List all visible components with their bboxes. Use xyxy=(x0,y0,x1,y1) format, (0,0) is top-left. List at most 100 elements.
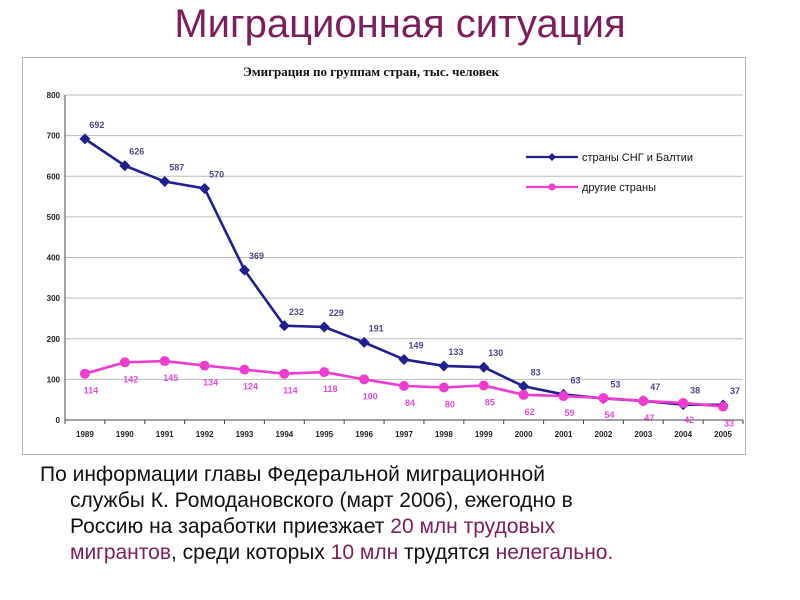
data-point xyxy=(359,374,370,385)
data-label: 33 xyxy=(724,419,734,429)
data-label: 54 xyxy=(604,410,614,420)
data-label: 134 xyxy=(203,378,218,388)
data-label: 47 xyxy=(650,382,660,392)
data-label: 133 xyxy=(448,347,463,357)
data-point xyxy=(718,401,729,412)
y-tick-label: 100 xyxy=(47,375,61,384)
data-label: 570 xyxy=(209,169,224,179)
data-point xyxy=(518,389,529,400)
data-point xyxy=(558,391,569,402)
x-tick-label: 1999 xyxy=(475,430,493,439)
data-point xyxy=(478,380,489,391)
data-point xyxy=(438,382,449,393)
data-point xyxy=(598,393,609,404)
x-tick-label: 2003 xyxy=(634,430,652,439)
data-point xyxy=(638,395,649,406)
data-label: 84 xyxy=(405,398,415,408)
data-point xyxy=(478,361,490,373)
data-label: 229 xyxy=(329,308,344,318)
x-tick-label: 1989 xyxy=(76,430,94,439)
x-tick-label: 1996 xyxy=(355,430,373,439)
data-label: 124 xyxy=(243,382,258,392)
x-tick-label: 2000 xyxy=(515,430,533,439)
data-label: 191 xyxy=(369,323,384,333)
y-tick-label: 800 xyxy=(47,91,61,100)
data-point xyxy=(358,336,370,348)
legend-marker xyxy=(548,153,556,161)
highlight-migrants: мигрантов xyxy=(70,541,172,564)
data-label: 369 xyxy=(249,251,264,261)
data-point xyxy=(79,368,90,379)
data-label: 114 xyxy=(84,386,99,396)
data-label: 232 xyxy=(289,307,304,317)
data-point xyxy=(399,380,409,391)
x-tick-label: 1997 xyxy=(395,430,413,439)
x-tick-label: 1995 xyxy=(315,430,333,439)
x-tick-label: 1991 xyxy=(156,430,174,439)
data-label: 83 xyxy=(531,367,541,377)
chart-title: Эмиграция по группам стран, тыс. человек xyxy=(243,64,500,79)
y-tick-label: 0 xyxy=(56,416,61,425)
data-label: 85 xyxy=(485,397,495,407)
y-tick-label: 200 xyxy=(47,335,61,344)
x-tick-label: 2005 xyxy=(714,430,732,439)
legend: страны СНГ и Балтии другие страны xyxy=(526,152,693,194)
data-label: 59 xyxy=(565,408,575,418)
data-label: 47 xyxy=(644,413,654,423)
data-point xyxy=(518,380,530,392)
data-point xyxy=(159,356,170,367)
y-tick-label: 400 xyxy=(47,254,61,263)
data-label: 130 xyxy=(488,348,503,358)
slide-title: Миграционная ситуация xyxy=(174,2,626,46)
data-point xyxy=(79,133,91,145)
data-point xyxy=(318,321,330,333)
data-point xyxy=(238,264,250,276)
data-label: 626 xyxy=(129,147,144,157)
data-point xyxy=(678,397,689,408)
axis-layer: 0 100 200 300 400 500 600 700 800 1989 1990 1991 199… xyxy=(47,91,744,439)
highlight-10mln: 10 млн xyxy=(330,541,399,564)
data-point xyxy=(119,357,130,368)
chart-frame: Эмиграция по группам стран, тыс. человек… xyxy=(22,57,746,455)
data-label: 114 xyxy=(283,386,298,396)
data-label: 80 xyxy=(445,400,455,410)
data-point xyxy=(239,364,250,375)
data-label: 37 xyxy=(730,386,740,396)
data-point xyxy=(199,182,211,194)
data-label: 118 xyxy=(323,384,338,394)
data-label: 692 xyxy=(89,120,104,130)
y-tick-label: 700 xyxy=(47,132,61,141)
y-tick-label: 300 xyxy=(47,294,61,303)
highlight-20mln: 20 млн трудовых xyxy=(390,515,556,538)
y-tick-label: 600 xyxy=(47,172,61,181)
data-point xyxy=(279,368,290,379)
data-label: 53 xyxy=(610,379,620,389)
x-tick-label: 2002 xyxy=(595,430,613,439)
data-label: 62 xyxy=(525,407,535,417)
data-point xyxy=(398,353,410,365)
data-point xyxy=(199,360,210,371)
data-label: 38 xyxy=(690,386,700,396)
x-tick-label: 1998 xyxy=(435,430,453,439)
text-line-4: мигрантов, среди которых 10 млн трудятся… xyxy=(70,541,614,564)
data-label: 142 xyxy=(123,374,138,384)
x-tick-label: 1994 xyxy=(275,430,293,439)
data-label: 587 xyxy=(169,163,184,173)
series-layer: 692 626 587 570 369 232 229 191 149 133 130 83 63 53 4… xyxy=(79,120,740,429)
legend-label: страны СНГ и Балтии xyxy=(582,152,693,164)
data-point xyxy=(159,176,171,188)
text-line-3: Россию на заработки приезжает 20 млн тру… xyxy=(70,515,556,538)
x-tick-label: 1993 xyxy=(236,430,254,439)
grid-layer xyxy=(65,94,743,380)
data-point xyxy=(438,360,450,372)
x-tick-label: 2001 xyxy=(555,430,573,439)
line-chart: Эмиграция по группам стран, тыс. человек… xyxy=(47,64,744,439)
data-label: 100 xyxy=(363,391,378,401)
body-text: По информации главы Федеральной миграцио… xyxy=(40,462,780,566)
data-point xyxy=(278,320,290,332)
x-tick-label: 1990 xyxy=(116,430,134,439)
data-label: 63 xyxy=(571,375,581,385)
x-tick-label: 2004 xyxy=(674,430,692,439)
legend-label: другие страны xyxy=(582,182,656,194)
text-line-2: службы К. Ромодановского (март 2006), еж… xyxy=(70,489,573,512)
